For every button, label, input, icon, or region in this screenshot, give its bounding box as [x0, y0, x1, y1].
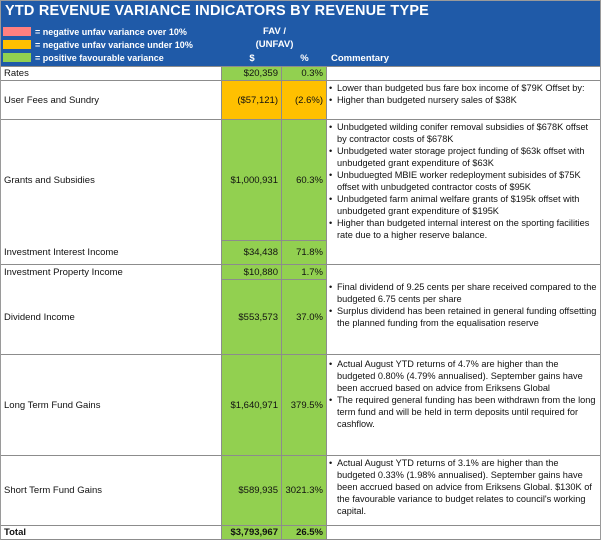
table-row-investment-property: Investment Property Income Dividend Inco…: [1, 264, 600, 354]
commentary-cell: Unbudgeted wilding conifer removal subsi…: [327, 120, 600, 264]
dollar-variance-property: $10,880: [243, 266, 278, 278]
row-label: User Fees and Sundry: [1, 81, 222, 119]
comment-item: Lower than budgeted bus fare box income …: [329, 82, 598, 94]
comment-item: Unbuduegted MBIE worker redeployment sub…: [329, 169, 598, 193]
comment-item: Unbudgeted wilding conifer removal subsi…: [329, 121, 598, 145]
commentary-cell: Final dividend of 9.25 cents per share r…: [327, 265, 600, 354]
commentary-cell: Actual August YTD returns of 4.7% are hi…: [327, 355, 600, 455]
dollar-variance-interest: $34,438: [243, 247, 278, 258]
commentary-cell: Lower than budgeted bus fare box income …: [327, 81, 600, 119]
label-column: Grants and Subsidies Investment Interest…: [1, 120, 222, 264]
comment-item: Surplus dividend has been retained in ge…: [329, 305, 598, 329]
pct-variance-dividend: 37.0%: [296, 311, 323, 323]
cell-divider: [222, 279, 281, 280]
comment-item: The required general funding has been wi…: [329, 394, 598, 430]
legend-swatch-orange: [3, 40, 31, 49]
cell-divider: [282, 240, 326, 241]
row-label-grants: Grants and Subsidies: [4, 174, 95, 186]
legend-label: = negative unfav variance over 10%: [35, 26, 187, 37]
table-row-long-term: Long Term Fund Gains $1,640,971 379.5% A…: [1, 354, 600, 455]
dollar-variance: $1,640,971: [222, 355, 282, 455]
pct-variance: 0.3%: [282, 67, 327, 80]
dollar-variance: $20,359: [222, 67, 282, 80]
dollar-column: $10,880 $553,573: [222, 265, 282, 354]
legend-item-positive: = positive favourable variance: [3, 52, 164, 63]
legend-item-under: = negative unfav variance under 10%: [3, 39, 193, 50]
header-band: = negative unfav variance over 10% = neg…: [1, 22, 600, 66]
pct-variance: (2.6%): [282, 81, 327, 119]
row-label-investment-property: Investment Property Income: [4, 266, 123, 278]
commentary-cell: [327, 526, 600, 539]
table-row-rates: Rates $20,359 0.3%: [1, 66, 600, 80]
dollar-variance: $3,793,967: [222, 526, 282, 539]
fav-header-line2: (UNFAV): [255, 39, 294, 50]
comment-item: Unbudgeted farm animal welfare grants of…: [329, 193, 598, 217]
fav-header-line1: FAV /: [262, 26, 287, 37]
row-label: Total: [1, 526, 222, 539]
dollar-column: $1,000,931 $34,438: [222, 120, 282, 264]
dollar-header: $: [249, 53, 255, 64]
row-label: Rates: [1, 67, 222, 80]
table-row-user-fees: User Fees and Sundry ($57,121) (2.6%) Lo…: [1, 80, 600, 119]
row-label-dividend: Dividend Income: [4, 311, 75, 323]
dollar-variance: ($57,121): [222, 81, 282, 119]
legend-swatch-green: [3, 53, 31, 62]
pct-header: %: [300, 53, 309, 64]
legend-label: = negative unfav variance under 10%: [35, 39, 193, 50]
cell-divider: [282, 279, 326, 280]
table-row-grants: Grants and Subsidies Investment Interest…: [1, 119, 600, 264]
comment-item: Unbudgeted water storage project funding…: [329, 145, 598, 169]
pct-variance-grants: 60.3%: [296, 174, 323, 186]
dollar-variance-dividend: $553,573: [238, 311, 278, 323]
comment-item: Higher than budgeted internal interest o…: [329, 217, 598, 241]
comment-item: Actual August YTD returns of 3.1% are hi…: [329, 457, 598, 517]
pct-variance: 3021.3%: [282, 456, 327, 525]
comment-item: Higher than budgeted nursery sales of $3…: [329, 94, 598, 106]
pct-variance: 26.5%: [282, 526, 327, 539]
pct-column: 1.7% 37.0%: [282, 265, 327, 354]
row-label: Short Term Fund Gains: [1, 456, 222, 525]
dollar-variance: $589,935: [222, 456, 282, 525]
legend-swatch-red: [3, 27, 31, 36]
cell-divider: [222, 240, 281, 241]
table-row-total: Total $3,793,967 26.5%: [1, 525, 600, 540]
pct-variance-interest: 71.8%: [296, 247, 323, 258]
comment-item: Final dividend of 9.25 cents per share r…: [329, 281, 598, 305]
commentary-cell: [327, 67, 600, 80]
dollar-variance-grants: $1,000,931: [230, 174, 278, 186]
comment-item: Actual August YTD returns of 4.7% are hi…: [329, 358, 598, 394]
legend-item-over: = negative unfav variance over 10%: [3, 26, 187, 37]
row-label: Long Term Fund Gains: [1, 355, 222, 455]
commentary-header: Commentary: [331, 53, 390, 64]
commentary-cell: Actual August YTD returns of 3.1% are hi…: [327, 456, 600, 525]
pct-column: 60.3% 71.8%: [282, 120, 327, 264]
legend-label: = positive favourable variance: [35, 52, 164, 63]
table-row-short-term: Short Term Fund Gains $589,935 3021.3% A…: [1, 455, 600, 525]
report-title: YTD REVENUE VARIANCE INDICATORS BY REVEN…: [1, 1, 600, 22]
pct-variance: 379.5%: [282, 355, 327, 455]
row-label-investment-interest: Investment Interest Income: [4, 247, 119, 258]
pct-variance-property: 1.7%: [301, 266, 323, 278]
label-column: Investment Property Income Dividend Inco…: [1, 265, 222, 354]
